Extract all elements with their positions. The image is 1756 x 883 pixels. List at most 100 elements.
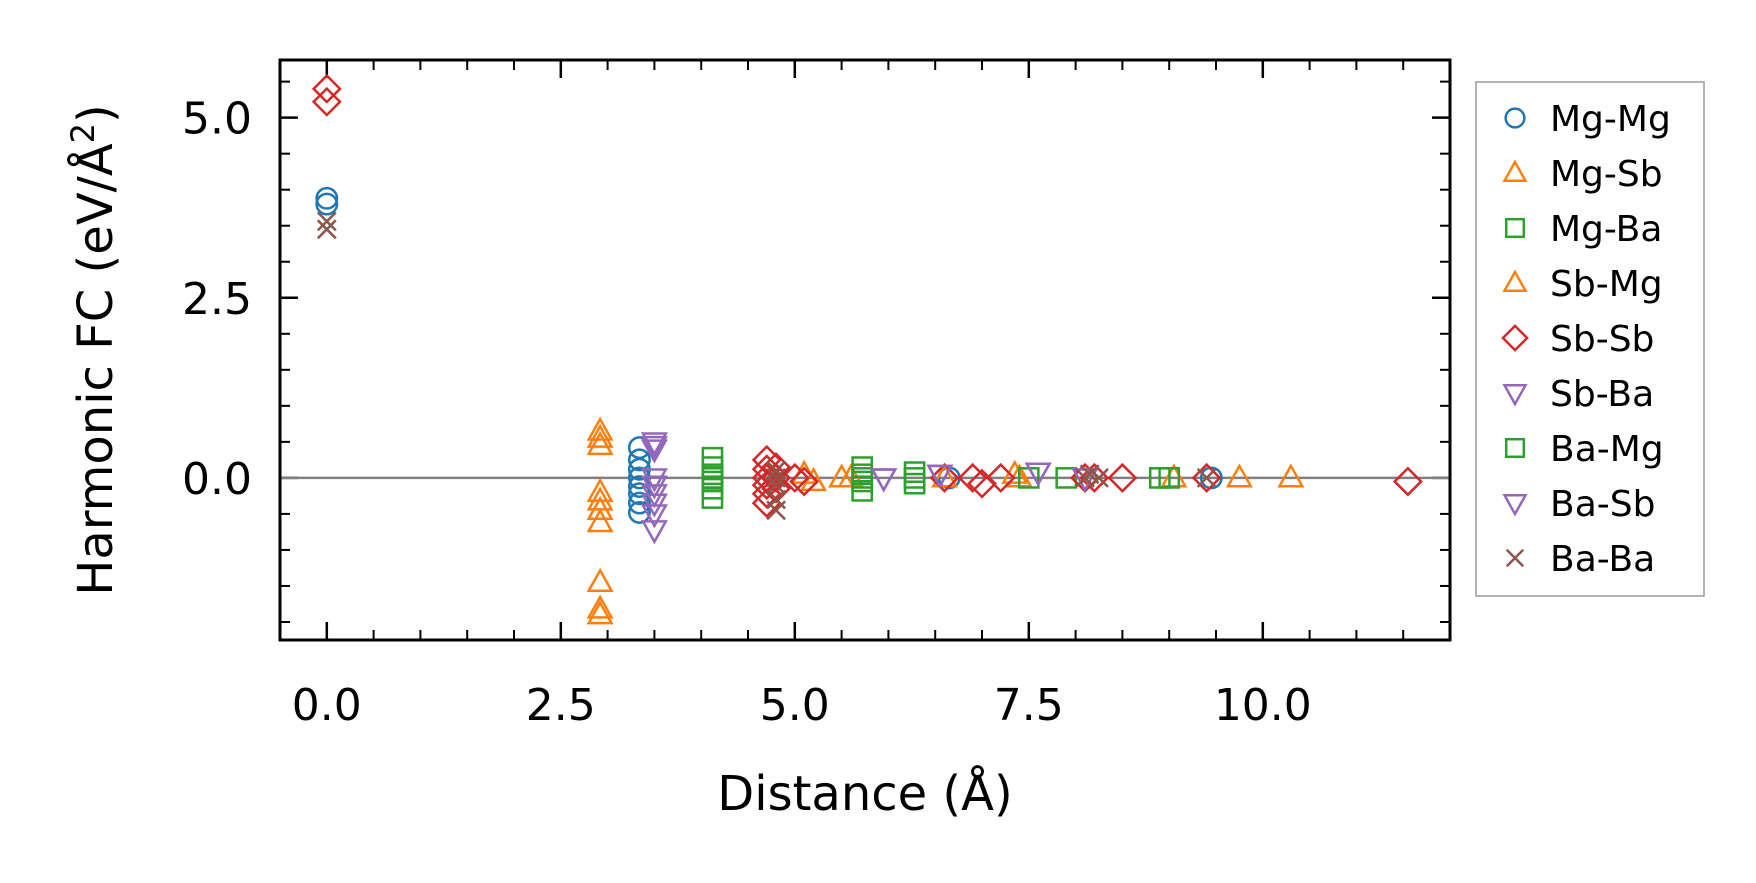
legend-marker-sb-ba <box>1502 384 1528 407</box>
point-mg-sb <box>586 507 614 533</box>
legend-label-mg-mg: Mg-Mg <box>1550 99 1671 140</box>
point-sb-sb <box>761 473 792 504</box>
point-mg-sb <box>586 600 614 625</box>
legend-item-mg-sb: Mg-Sb <box>1502 154 1663 195</box>
point-ba-ba <box>1089 468 1109 488</box>
legend-item-ba-sb: Ba-Sb <box>1502 484 1655 525</box>
point-sb-mg <box>828 463 856 488</box>
point-sb-sb <box>311 86 342 117</box>
major-ticks <box>280 60 1450 640</box>
legend-label-ba-ba: Ba-Ba <box>1550 539 1655 580</box>
legend-item-sb-mg: Sb-Mg <box>1502 264 1663 305</box>
point-mg-sb <box>586 594 614 619</box>
legend-label-sb-mg: Sb-Mg <box>1550 264 1663 305</box>
legend-marker-ba-ba <box>1505 548 1525 568</box>
legend-label-sb-sb: Sb-Sb <box>1550 319 1654 360</box>
point-mg-sb <box>931 463 959 488</box>
point-ba-sb <box>640 435 668 461</box>
y-tick-label: 5.0 <box>182 94 252 145</box>
point-ba-ba <box>1196 468 1217 488</box>
point-sb-ba <box>640 504 668 529</box>
legend-marker-mg-sb <box>1502 159 1528 182</box>
legend-item-ba-ba: Ba-Ba <box>1505 539 1655 580</box>
x-tick-labels: 0.0 2.5 5.0 7.5 10.0 <box>292 680 1312 731</box>
legend-item-sb-ba: Sb-Ba <box>1502 374 1654 415</box>
point-sb-sb <box>1191 462 1222 493</box>
legend-label-sb-ba: Sb-Ba <box>1550 374 1654 415</box>
point-sb-ba <box>640 432 668 457</box>
point-ba-ba <box>766 460 786 481</box>
legend-marker-sb-sb <box>1501 324 1529 352</box>
point-ba-mg <box>1158 467 1181 489</box>
point-ba-ba <box>766 500 786 521</box>
point-mg-mg <box>315 192 339 216</box>
point-ba-sb <box>870 468 898 493</box>
y-axis-title-superscript: 2 <box>64 123 102 143</box>
point-mg-mg <box>627 448 651 472</box>
legend: Mg-Mg Mg-Sb Mg-Ba Sb-Mg Sb-Sb Sb-Ba Ba-Mg Ba-Sb… <box>1475 81 1705 597</box>
legend-label-ba-sb: Ba-Sb <box>1550 484 1655 525</box>
point-ba-sb <box>926 464 954 489</box>
x-tick-label: 5.0 <box>760 680 830 731</box>
point-sb-ba <box>640 475 668 500</box>
y-tick-label: 0.0 <box>182 454 252 505</box>
legend-item-ba-mg: Ba-Mg <box>1504 429 1664 470</box>
point-ba-sb <box>1024 462 1052 487</box>
plot-frame <box>278 58 1452 642</box>
point-sb-ba <box>640 520 668 545</box>
point-sb-ba <box>640 468 668 493</box>
legend-label-mg-sb: Mg-Sb <box>1550 154 1663 195</box>
x-axis-title: Distance (Å) <box>717 765 1012 822</box>
point-sb-sb <box>789 466 820 497</box>
x-tick-label: 7.5 <box>994 680 1064 731</box>
point-sb-sb <box>1392 466 1423 497</box>
point-sb-sb <box>1107 462 1138 493</box>
point-ba-ba <box>316 211 337 232</box>
point-mg-sb <box>586 423 614 448</box>
y-tick-labels: 0.0 2.5 5.0 <box>182 94 252 505</box>
point-ba-mg <box>903 467 926 489</box>
point-mg-mg <box>315 186 339 210</box>
series-sb-sb <box>311 73 1423 519</box>
point-sb-sb <box>929 462 960 493</box>
point-sb-mg <box>1225 463 1253 488</box>
legend-item-sb-sb: Sb-Sb <box>1501 319 1654 360</box>
point-mg-ba <box>1055 467 1078 489</box>
point-mg-sb <box>586 416 614 441</box>
x-tick-label: 10.0 <box>1214 680 1312 731</box>
point-mg-mg <box>627 501 651 524</box>
point-ba-ba <box>316 219 337 240</box>
point-mg-ba <box>851 480 874 502</box>
legend-marker-ba-sb <box>1502 494 1528 517</box>
x-tick-label: 2.5 <box>526 680 596 731</box>
legend-label-mg-ba: Mg-Ba <box>1550 209 1662 250</box>
point-mg-sb <box>586 495 614 520</box>
point-mg-sb <box>586 430 614 456</box>
legend-marker-ba-mg <box>1504 437 1526 459</box>
y-axis-title-close: ) <box>68 104 124 123</box>
point-sb-sb <box>957 462 988 493</box>
legend-marker-mg-mg <box>1504 107 1526 129</box>
legend-marker-mg-ba <box>1504 217 1526 239</box>
point-sb-sb <box>967 468 997 499</box>
point-sb-ba <box>640 439 668 464</box>
point-mg-sb <box>586 567 614 593</box>
point-ba-ba <box>766 475 786 495</box>
point-sb-sb <box>779 462 810 493</box>
point-ba-mg <box>851 467 874 489</box>
point-sb-sb <box>311 73 342 104</box>
y-axis-title: Harmonic FC (eV/Å2) <box>64 104 124 596</box>
y-tick-label: 2.5 <box>182 274 252 325</box>
y-axis-title-main: Harmonic FC (eV/Å <box>67 143 124 596</box>
legend-item-mg-mg: Mg-Mg <box>1504 99 1671 140</box>
series-mg-sb <box>586 416 1305 625</box>
point-mg-mg <box>627 491 651 515</box>
legend-item-mg-ba: Mg-Ba <box>1504 209 1662 250</box>
point-sb-ba <box>870 468 898 493</box>
point-ba-ba <box>766 468 786 488</box>
series-ba-sb <box>640 435 1099 493</box>
point-mg-sb <box>1277 463 1305 488</box>
x-tick-label: 0.0 <box>292 680 362 731</box>
series-ba-ba <box>316 211 1217 521</box>
